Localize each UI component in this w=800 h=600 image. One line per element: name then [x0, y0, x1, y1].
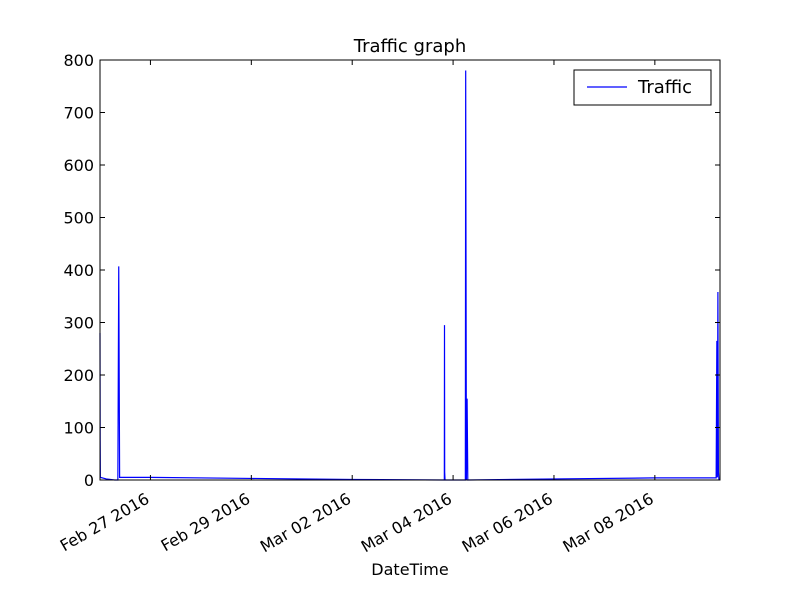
plot-background — [100, 60, 720, 480]
y-tick-label: 400 — [63, 261, 94, 280]
chart-title: Traffic graph — [353, 36, 467, 57]
y-tick-label: 0 — [84, 471, 94, 490]
legend: Traffic — [573, 69, 712, 106]
x-axis-label: DateTime — [371, 560, 448, 579]
y-tick-label: 700 — [63, 104, 94, 123]
y-axis: 0 100 200 300 400 500 600 700 800 — [63, 51, 720, 490]
legend-label-traffic: Traffic — [637, 77, 692, 98]
y-tick-label: 600 — [63, 156, 94, 175]
y-tick-label: 100 — [63, 419, 94, 438]
y-tick-label: 500 — [63, 209, 94, 228]
plot-area — [100, 60, 720, 480]
legend-box — [573, 69, 712, 106]
y-tick-label: 200 — [63, 366, 94, 385]
y-tick-label: 800 — [63, 51, 94, 70]
y-tick-label: 300 — [63, 314, 94, 333]
